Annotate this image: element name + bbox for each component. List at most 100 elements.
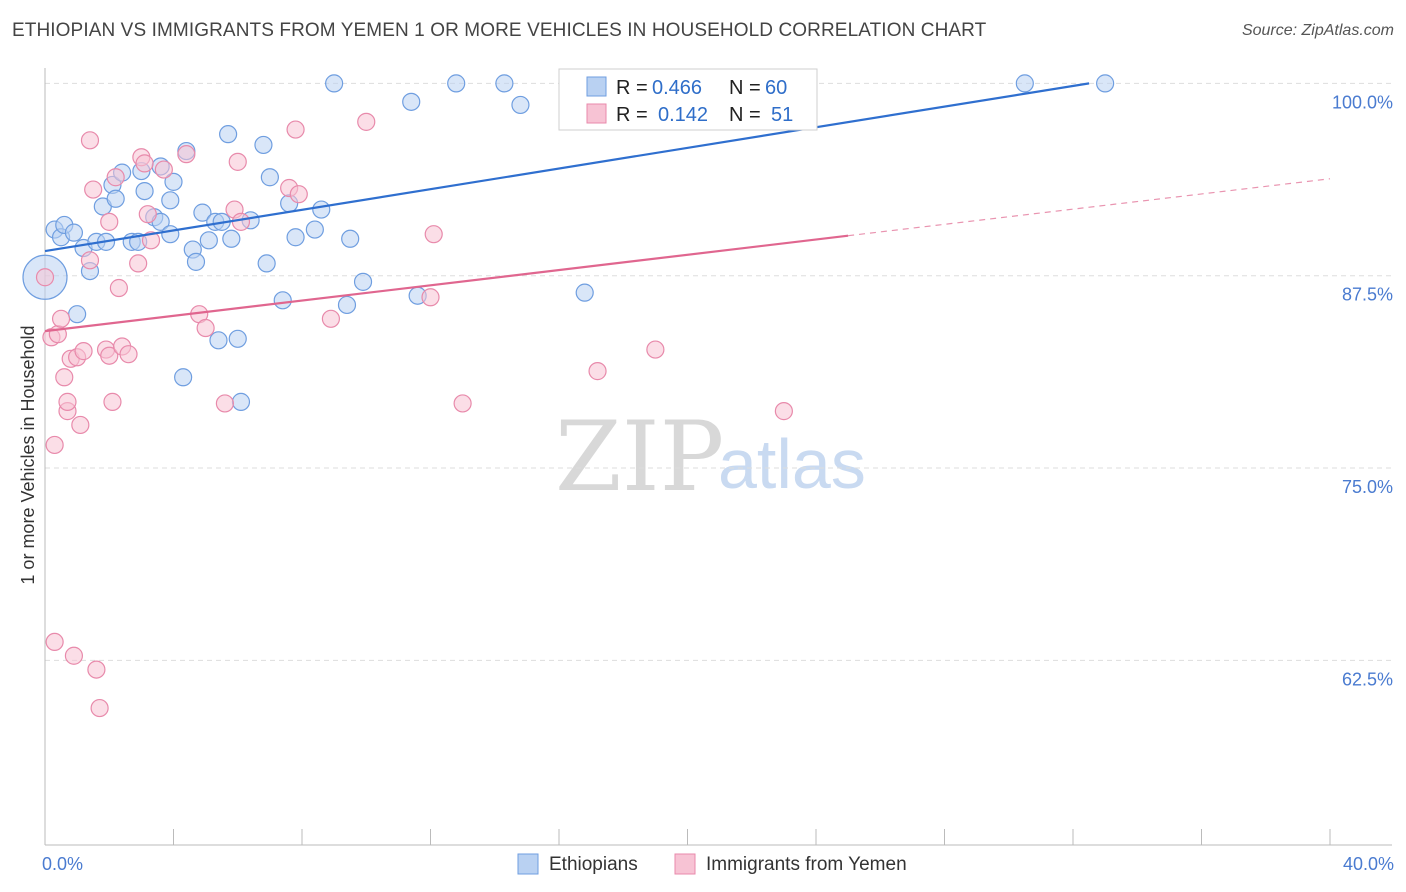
point-ethiopians-58 [1096, 74, 1115, 93]
point-yemen-10 [64, 646, 84, 665]
axes: 100.0% 87.5% 75.0% 62.5% 0.0% 40.0% [42, 68, 1394, 874]
point-ethiopians-57 [1015, 74, 1034, 93]
point-yemen-29 [135, 154, 154, 173]
point-yemen-12 [71, 415, 90, 435]
point-ethiopians-23 [164, 172, 183, 191]
point-ethiopians-40 [260, 168, 279, 187]
point-ethiopians-52 [447, 74, 466, 93]
point-yemen-17 [87, 660, 106, 679]
legend-n-value-1: 60 [765, 77, 787, 99]
point-yemen-36 [215, 394, 234, 413]
data-points [22, 74, 1115, 718]
point-yemen-15 [80, 251, 100, 270]
point-yemen-21 [100, 212, 119, 231]
legend-swatch-blue [586, 76, 607, 97]
point-yemen-8 [58, 392, 77, 411]
point-yemen-39 [231, 212, 251, 231]
point-ethiopians-44 [305, 220, 324, 239]
point-yemen-47 [453, 394, 472, 413]
point-ethiopians-12 [106, 189, 125, 208]
point-ethiopians-4 [64, 223, 84, 242]
series-legend-swatch-yemen [674, 853, 696, 875]
legend-r-value-1: 0.466 [652, 77, 702, 99]
point-yemen-38 [228, 152, 247, 171]
point-yemen-22 [103, 392, 122, 411]
series-legend-swatch-ethiopians [517, 853, 539, 875]
watermark: ZIP atlas [555, 401, 866, 513]
y-axis-label-group: 1 or more Vehicles in Household [18, 325, 38, 584]
y-tick-label-0: 100.0% [1332, 92, 1393, 112]
point-ethiopians-24 [174, 368, 193, 387]
legend-r-label-1: R = [616, 77, 648, 99]
point-ethiopians-53 [495, 74, 514, 93]
point-ethiopians-47 [337, 295, 357, 315]
point-ethiopians-22 [161, 225, 180, 244]
point-yemen-44 [357, 112, 376, 131]
y-axis-label: 1 or more Vehicles in Household [18, 325, 38, 584]
point-yemen-16 [84, 180, 103, 199]
legend-n-value-2: 51 [771, 104, 793, 126]
legend-r-value-2: 0.142 [658, 104, 708, 126]
point-ethiopians-31 [209, 331, 228, 350]
trend-lines [44, 82, 1331, 333]
point-ethiopians-41 [273, 291, 292, 310]
trend-extension-yemen [848, 178, 1331, 237]
point-ethiopians-55 [575, 283, 594, 302]
point-ethiopians-50 [402, 92, 421, 111]
point-ethiopians-46 [325, 74, 344, 93]
point-yemen-27 [129, 254, 148, 273]
point-yemen-41 [286, 120, 305, 139]
point-ethiopians-48 [341, 229, 360, 248]
source-credit: Source: ZipAtlas.com [1241, 22, 1394, 39]
point-ethiopians-28 [193, 203, 212, 222]
point-yemen-23 [106, 168, 125, 187]
point-yemen-14 [80, 131, 100, 150]
x-tick-label-0: 0.0% [42, 854, 83, 874]
watermark-zip: ZIP [555, 401, 724, 513]
trend-line-ethiopians [44, 82, 1090, 253]
point-ethiopians-29 [199, 231, 218, 250]
point-ethiopians-21 [161, 191, 180, 210]
point-yemen-42 [289, 185, 308, 204]
point-yemen-30 [138, 205, 157, 224]
point-yemen-49 [646, 340, 665, 359]
legend-n-label-1: N = [729, 77, 761, 99]
x-tick-label-1: 40.0% [1343, 854, 1394, 874]
point-yemen-43 [321, 309, 341, 328]
point-yemen-13 [74, 342, 93, 361]
legend-r-label-2: R = [616, 104, 648, 126]
stats-legend: R = 0.466 N = 60 R = 0.142 N = 51 [558, 68, 818, 131]
y-tick-label-2: 75.0% [1342, 477, 1393, 497]
point-yemen-33 [177, 145, 196, 164]
point-ethiopians-49 [353, 272, 373, 291]
point-yemen-46 [424, 225, 443, 244]
point-ethiopians-38 [254, 135, 273, 155]
point-ethiopians-17 [135, 181, 154, 201]
point-ethiopians-34 [222, 229, 241, 248]
point-ethiopians-54 [511, 95, 530, 115]
point-yemen-24 [109, 278, 128, 298]
series-legend-yemen: Immigrants from Yemen [706, 854, 907, 875]
y-tick-label-1: 87.5% [1342, 285, 1393, 305]
point-yemen-32 [154, 160, 173, 179]
point-ethiopians-43 [286, 228, 305, 247]
point-ethiopians-36 [231, 392, 251, 411]
point-ethiopians-27 [186, 252, 206, 271]
point-yemen-0 [35, 268, 55, 287]
trend-line-yemen [44, 234, 849, 333]
point-yemen-2 [45, 632, 64, 652]
point-yemen-35 [196, 318, 215, 338]
chart-title: ETHIOPIAN VS IMMIGRANTS FROM YEMEN 1 OR … [12, 20, 987, 41]
point-yemen-48 [588, 362, 607, 381]
legend-swatch-pink [586, 103, 607, 124]
point-yemen-20 [100, 346, 119, 365]
point-yemen-6 [55, 368, 74, 387]
watermark-atlas: atlas [718, 425, 866, 503]
point-ethiopians-33 [219, 125, 238, 144]
point-yemen-31 [141, 231, 161, 250]
series-legend-ethiopians: Ethiopians [549, 854, 638, 875]
point-yemen-3 [45, 435, 64, 455]
gridlines [45, 82, 1392, 661]
point-ethiopians-45 [312, 200, 331, 219]
